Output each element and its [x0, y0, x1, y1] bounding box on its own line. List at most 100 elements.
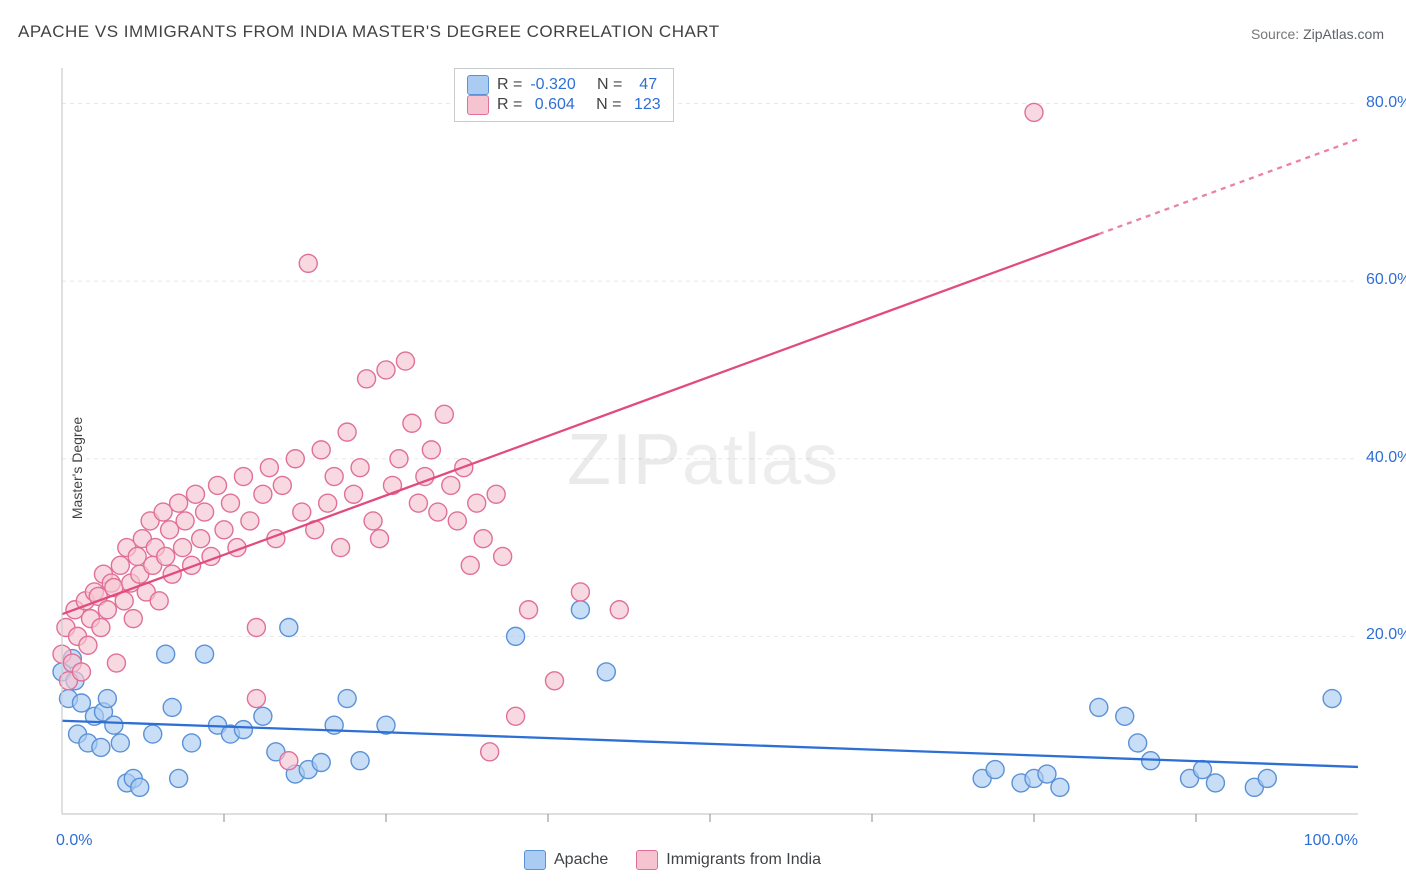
- data-point-india: [170, 494, 188, 512]
- data-point-india: [396, 352, 414, 370]
- legend-r-value: 0.604: [530, 96, 574, 114]
- data-point-india: [332, 539, 350, 557]
- data-point-india: [247, 619, 265, 637]
- chart-title: APACHE VS IMMIGRANTS FROM INDIA MASTER'S…: [18, 22, 720, 42]
- data-point-india: [312, 441, 330, 459]
- data-point-apache: [312, 753, 330, 771]
- data-point-apache: [196, 645, 214, 663]
- legend-label: Immigrants from India: [666, 851, 821, 868]
- data-point-apache: [170, 769, 188, 787]
- chart-container: Master's Degree ZIPatlas R =-0.320 N = 4…: [18, 58, 1388, 878]
- y-tick-label: 40.0%: [1366, 449, 1406, 467]
- data-point-india: [98, 601, 116, 619]
- data-point-apache: [111, 734, 129, 752]
- data-point-india: [174, 539, 192, 557]
- legend-item: Apache: [524, 850, 608, 870]
- legend-n-value: 123: [630, 96, 661, 114]
- data-point-india: [79, 636, 97, 654]
- legend-swatch: [524, 850, 546, 870]
- data-point-india: [111, 556, 129, 574]
- data-point-india: [358, 370, 376, 388]
- data-point-india: [72, 663, 90, 681]
- data-point-india: [325, 468, 343, 486]
- y-axis-label: Master's Degree: [69, 417, 85, 519]
- data-point-apache: [1051, 778, 1069, 796]
- data-point-india: [124, 610, 142, 628]
- source-attribution: Source: ZipAtlas.com: [1251, 26, 1384, 42]
- data-point-india: [409, 494, 427, 512]
- data-point-apache: [1206, 774, 1224, 792]
- legend-stat-row: R = -0.320 N = 47: [467, 75, 661, 95]
- data-point-india: [448, 512, 466, 530]
- data-point-india: [260, 459, 278, 477]
- data-point-india: [254, 485, 272, 503]
- data-point-india: [280, 752, 298, 770]
- legend-stat-row: R = 0.604 N = 123: [467, 95, 661, 115]
- data-point-india: [157, 547, 175, 565]
- data-point-india: [571, 583, 589, 601]
- data-point-apache: [144, 725, 162, 743]
- data-point-india: [273, 476, 291, 494]
- legend-n-value: 47: [630, 76, 657, 94]
- legend-swatch: [467, 75, 489, 95]
- data-point-india: [186, 485, 204, 503]
- legend-r-key: R =: [497, 96, 522, 114]
- data-point-india: [209, 476, 227, 494]
- data-point-india: [293, 503, 311, 521]
- y-tick-label: 60.0%: [1366, 271, 1406, 289]
- source-label: Source:: [1251, 26, 1299, 42]
- correlation-legend: R =-0.320 N = 47R = 0.604 N = 123: [454, 68, 674, 122]
- data-point-india: [241, 512, 259, 530]
- data-point-apache: [280, 619, 298, 637]
- x-tick-label: 100.0%: [1304, 832, 1358, 850]
- data-point-india: [468, 494, 486, 512]
- data-point-apache: [597, 663, 615, 681]
- data-point-apache: [1323, 690, 1341, 708]
- data-point-apache: [131, 778, 149, 796]
- data-point-india: [610, 601, 628, 619]
- legend-r-value: -0.320: [530, 76, 575, 94]
- legend-item: Immigrants from India: [636, 850, 821, 870]
- data-point-apache: [338, 690, 356, 708]
- data-point-india: [150, 592, 168, 610]
- data-point-india: [1025, 103, 1043, 121]
- legend-r-key: R =: [497, 76, 522, 94]
- data-point-india: [435, 405, 453, 423]
- legend-n-key: N =: [584, 76, 623, 94]
- data-point-apache: [183, 734, 201, 752]
- data-point-india: [474, 530, 492, 548]
- trendline-apache: [62, 721, 1358, 767]
- data-point-india: [545, 672, 563, 690]
- data-point-india: [481, 743, 499, 761]
- data-point-apache: [1116, 707, 1134, 725]
- data-point-apache: [507, 627, 525, 645]
- data-point-india: [507, 707, 525, 725]
- data-point-india: [429, 503, 447, 521]
- data-point-india: [247, 690, 265, 708]
- x-tick-label: 0.0%: [56, 832, 92, 850]
- data-point-india: [196, 503, 214, 521]
- trendline-india: [62, 234, 1099, 614]
- data-point-india: [192, 530, 210, 548]
- trendline-india-dashed: [1099, 139, 1358, 234]
- data-point-india: [461, 556, 479, 574]
- data-point-india: [390, 450, 408, 468]
- data-point-india: [442, 476, 460, 494]
- data-point-apache: [986, 761, 1004, 779]
- data-point-india: [107, 654, 125, 672]
- data-point-apache: [571, 601, 589, 619]
- data-point-india: [234, 468, 252, 486]
- legend-swatch: [467, 95, 489, 115]
- scatter-chart: [18, 58, 1388, 878]
- data-point-apache: [1090, 698, 1108, 716]
- source-value: ZipAtlas.com: [1303, 26, 1384, 42]
- data-point-india: [422, 441, 440, 459]
- data-point-india: [299, 254, 317, 272]
- legend-n-key: N =: [583, 96, 622, 114]
- data-point-apache: [157, 645, 175, 663]
- data-point-india: [364, 512, 382, 530]
- data-point-india: [403, 414, 421, 432]
- data-point-apache: [234, 721, 252, 739]
- y-tick-label: 80.0%: [1366, 94, 1406, 112]
- data-point-apache: [163, 698, 181, 716]
